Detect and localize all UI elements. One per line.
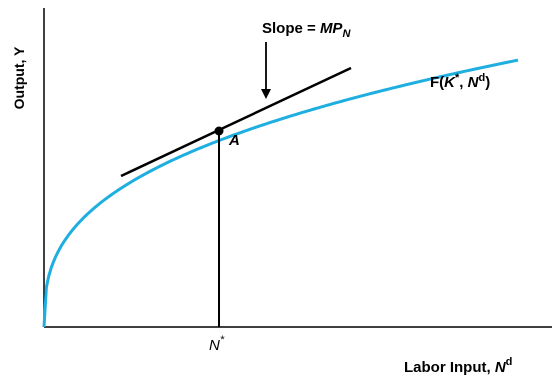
point-a-marker <box>214 126 224 136</box>
production-curve <box>42 58 519 328</box>
y-axis-label: Output, Y <box>11 46 27 109</box>
curve-label: F(K*, Nd) <box>430 72 490 91</box>
slope-label: Slope = MPN <box>262 20 351 40</box>
point-a-label: A <box>228 132 240 149</box>
n-star-label: N* <box>209 334 225 354</box>
x-axis-label: Labor Input, Nd <box>404 356 512 376</box>
tangent-line <box>120 66 352 178</box>
